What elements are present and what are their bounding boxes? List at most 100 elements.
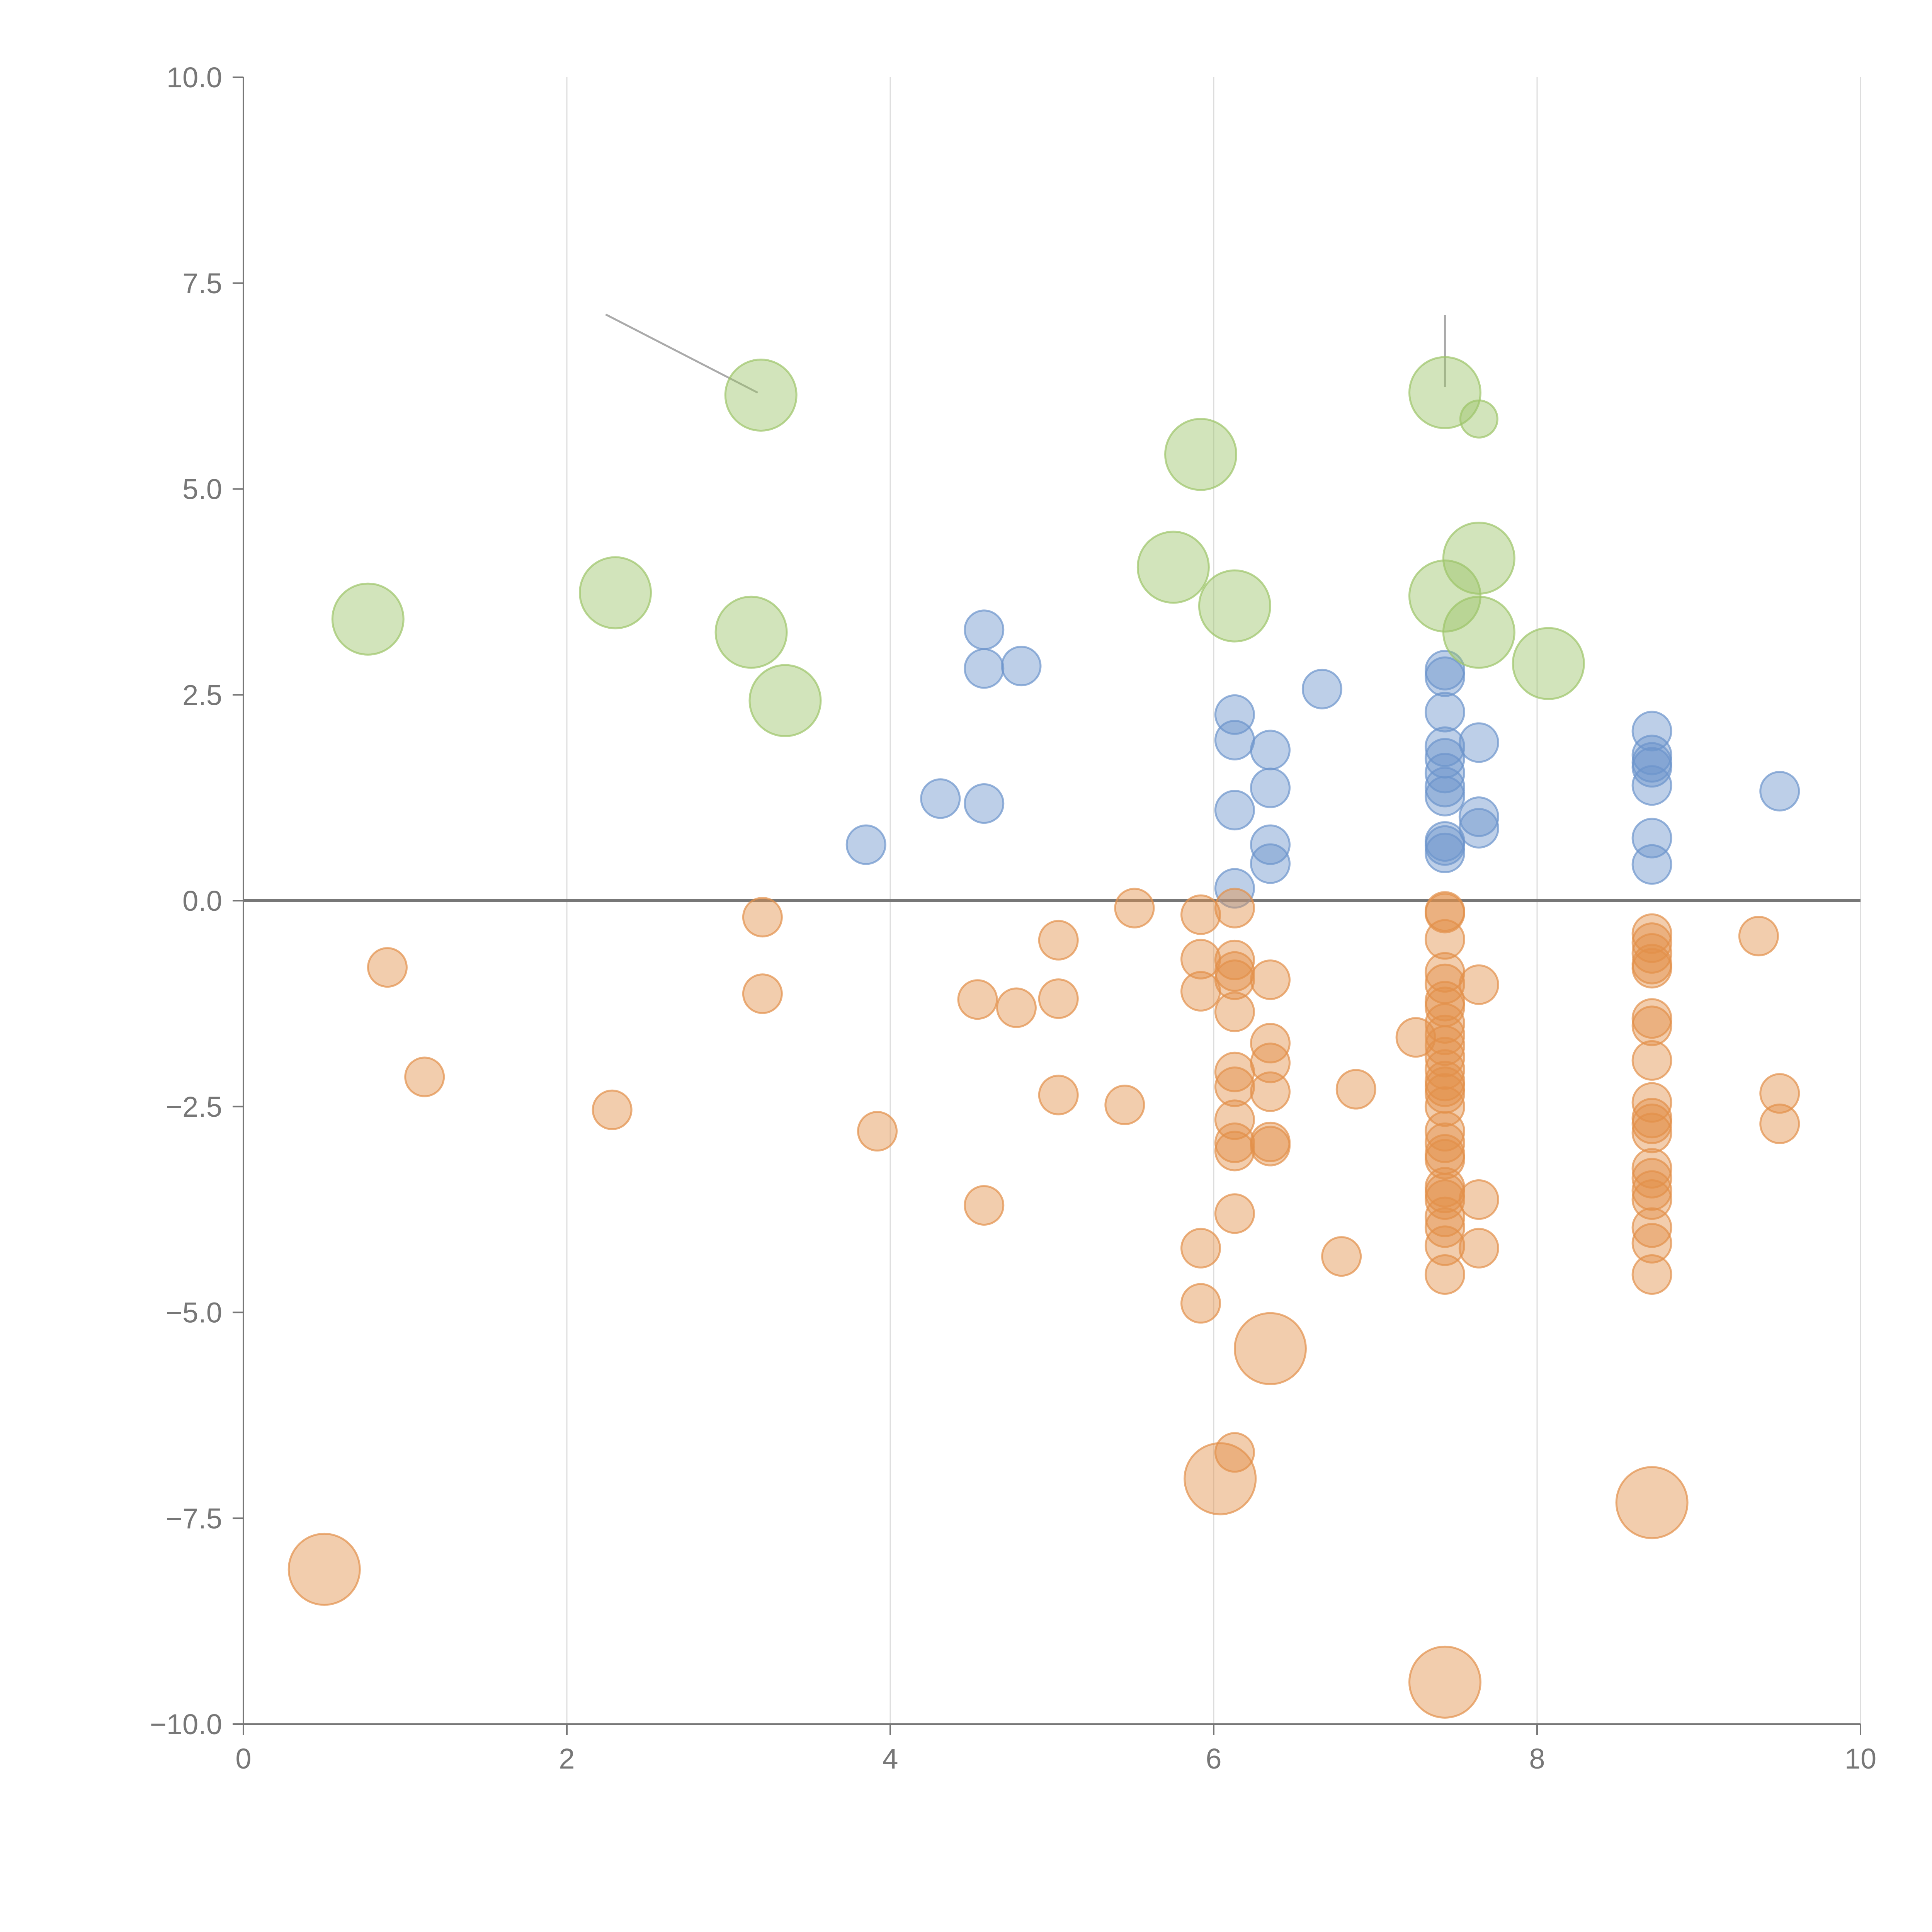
data-point [1631, 1104, 1672, 1145]
data-point [1214, 1066, 1255, 1107]
data-point [1180, 894, 1221, 935]
data-point [1631, 1170, 1672, 1211]
data-point [1442, 522, 1515, 595]
data-point [1631, 747, 1672, 788]
data-point [592, 1089, 633, 1130]
data-point [1424, 832, 1465, 873]
data-point [1631, 1179, 1672, 1220]
data-point [957, 979, 998, 1020]
data-point [1458, 1228, 1499, 1269]
data-point [964, 783, 1005, 824]
data-point [404, 1056, 445, 1097]
data-point [1214, 719, 1255, 760]
data-point [1184, 1442, 1257, 1515]
y-tick-label: −5.0 [166, 1297, 222, 1329]
y-tick-label: 2.5 [182, 679, 222, 711]
data-point [1038, 978, 1079, 1019]
data-point [1424, 1225, 1465, 1266]
data-point [964, 609, 1005, 650]
data-point [1631, 1005, 1672, 1046]
data-point [1250, 767, 1291, 808]
data-point [1424, 1139, 1465, 1180]
data-point [1424, 767, 1465, 808]
data-point [1631, 1158, 1672, 1199]
data-point [1631, 1223, 1672, 1264]
data-point [1631, 933, 1672, 974]
x-tick-label: 4 [882, 1743, 898, 1775]
data-point [1424, 1179, 1465, 1220]
data-point [964, 648, 1005, 689]
label-line-0 [605, 313, 758, 394]
data-point [1114, 888, 1155, 929]
data-point [1198, 569, 1271, 643]
data-point [964, 1185, 1005, 1226]
data-point [1214, 1099, 1255, 1140]
x-tick-label: 8 [1529, 1743, 1545, 1775]
data-point [1631, 1112, 1672, 1153]
data-points [287, 356, 1800, 1719]
data-point [1180, 971, 1221, 1012]
data-point [1164, 418, 1238, 491]
data-point [1631, 844, 1672, 885]
data-point [1424, 1003, 1465, 1044]
data-point [1458, 796, 1499, 837]
data-point [1424, 1086, 1465, 1127]
y-tick-label: −7.5 [166, 1502, 222, 1534]
data-point [1214, 992, 1255, 1032]
data-point [1136, 531, 1210, 604]
data-point [1458, 808, 1499, 849]
data-point [1214, 1122, 1255, 1163]
y-tick-label: −10.0 [150, 1708, 222, 1740]
data-point [1458, 1179, 1499, 1220]
data-point [1408, 1645, 1481, 1719]
data-point [714, 595, 788, 669]
x-tick-label: 2 [559, 1743, 575, 1775]
data-point [367, 947, 408, 988]
data-point [1038, 1075, 1079, 1116]
data-point [1759, 771, 1800, 812]
data-point [1424, 656, 1465, 697]
data-point [724, 359, 798, 432]
data-point [1250, 1126, 1291, 1167]
data-point [331, 582, 405, 656]
data-point [1631, 948, 1672, 989]
data-point [1631, 711, 1672, 752]
y-tick-label: 10.0 [167, 61, 222, 94]
x-tick-label: 6 [1206, 1743, 1221, 1775]
data-point [1214, 959, 1255, 1000]
data-point [1424, 1049, 1465, 1090]
data-point [1424, 1207, 1465, 1248]
data-point [1631, 1254, 1672, 1295]
data-point [1335, 1069, 1376, 1110]
data-point [579, 556, 652, 629]
data-point [1250, 1043, 1291, 1083]
data-point [1180, 1283, 1221, 1324]
data-point [1214, 951, 1255, 992]
data-point [1424, 1025, 1465, 1066]
data-point [1250, 730, 1291, 770]
data-point [1442, 595, 1515, 669]
data-point [742, 897, 783, 938]
data-point [845, 824, 886, 865]
data-point [742, 973, 783, 1014]
data-point [1759, 1073, 1800, 1114]
data-point [1759, 1104, 1800, 1145]
data-point [1233, 1312, 1307, 1385]
data-point [1459, 399, 1498, 439]
data-point [1615, 1466, 1689, 1539]
data-point [996, 987, 1037, 1028]
data-point [857, 1111, 898, 1152]
data-point [1250, 843, 1291, 884]
data-point [1424, 1254, 1465, 1295]
data-point [1250, 1071, 1291, 1112]
data-point [1321, 1236, 1362, 1277]
data-point [920, 778, 961, 819]
data-point [1424, 1014, 1465, 1055]
data-point [1631, 1040, 1672, 1081]
data-point [1424, 1122, 1465, 1163]
data-point [287, 1532, 361, 1606]
data-point [748, 664, 822, 737]
data-point [1301, 668, 1342, 709]
data-point [1512, 627, 1585, 700]
